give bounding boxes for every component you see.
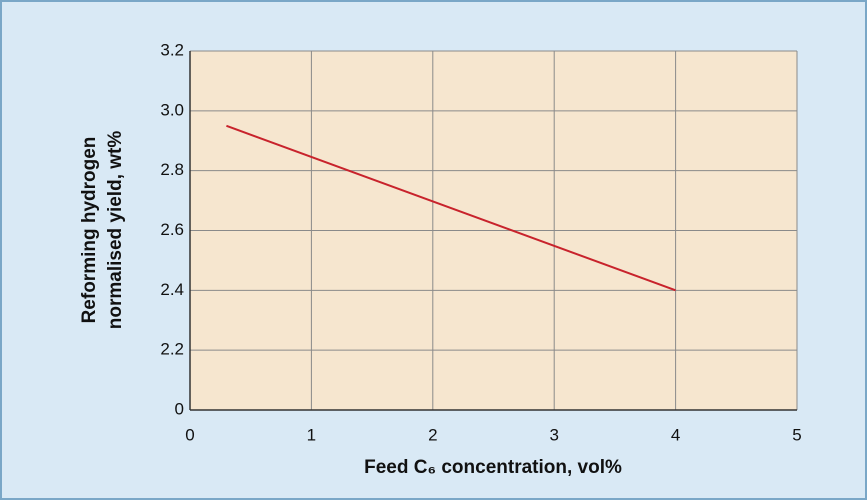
y-tick-label: 2.6	[160, 220, 184, 239]
x-tick-label: 2	[428, 425, 437, 444]
data-line	[226, 124, 676, 292]
x-tick-label: 0	[185, 425, 194, 444]
y-axis-label: Reforming hydrogen	[79, 137, 100, 324]
x-tick-label: 1	[307, 425, 316, 444]
y-tick-label: 3.2	[160, 40, 184, 59]
x-tick-label: 5	[792, 425, 801, 444]
x-tick-label: 4	[671, 425, 680, 444]
y-tick-label: 3.0	[160, 100, 184, 119]
y-axis-label: normalised yield, wt%	[105, 131, 126, 330]
y-tick-label: 2.4	[160, 280, 184, 299]
x-axis-label: Feed C₆ concentration, vol%	[364, 457, 622, 478]
y-tick-label: 2.8	[160, 160, 184, 179]
y-tick-label: 2.2	[160, 340, 184, 359]
x-tick-label: 3	[549, 425, 558, 444]
y-tick-label: 0	[175, 399, 184, 418]
